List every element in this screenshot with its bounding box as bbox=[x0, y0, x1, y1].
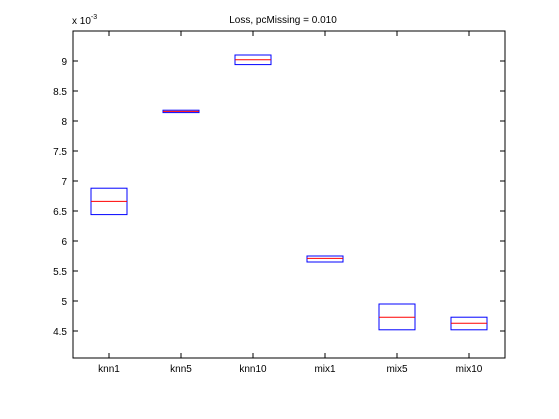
y-tick-label: 5 bbox=[61, 297, 67, 308]
x-axis: knn1 knn5 knn10 mix1 mix5 mix10 bbox=[98, 31, 483, 375]
y-tick-label: 7 bbox=[61, 177, 67, 188]
plot-area-frame bbox=[72, 30, 506, 359]
y-tick-label: 7.5 bbox=[53, 147, 67, 158]
chart-title: Loss, pcMissing = 0.010 bbox=[229, 15, 337, 26]
y-tick-label: 6 bbox=[61, 237, 67, 248]
boxes-layer bbox=[90, 54, 488, 331]
x-tick-label-mix10: mix10 bbox=[456, 364, 483, 375]
y-tick-label: 4.5 bbox=[53, 327, 67, 338]
y-tick-label: 6.5 bbox=[53, 207, 67, 218]
x-tick-label-knn5: knn5 bbox=[170, 364, 192, 375]
x-tick-label-knn10: knn10 bbox=[239, 364, 267, 375]
x-tick-label-mix5: mix5 bbox=[386, 364, 408, 375]
y-axis: 4.5 5 5.5 6 6.5 7 7.5 8 8.5 9 bbox=[53, 57, 505, 338]
y-multiplier-exponent: -3 bbox=[91, 14, 97, 21]
y-tick-label: 9 bbox=[61, 57, 67, 68]
box-mix1 bbox=[306, 255, 344, 263]
y-tick-label: 5.5 bbox=[53, 267, 67, 278]
y-tick-label: 8.5 bbox=[53, 87, 67, 98]
x-tick-label-mix1: mix1 bbox=[314, 364, 336, 375]
y-tick-label: 8 bbox=[61, 117, 67, 128]
x-tick-label-knn1: knn1 bbox=[98, 364, 120, 375]
y-multiplier-label: x 10-3 bbox=[72, 14, 97, 27]
